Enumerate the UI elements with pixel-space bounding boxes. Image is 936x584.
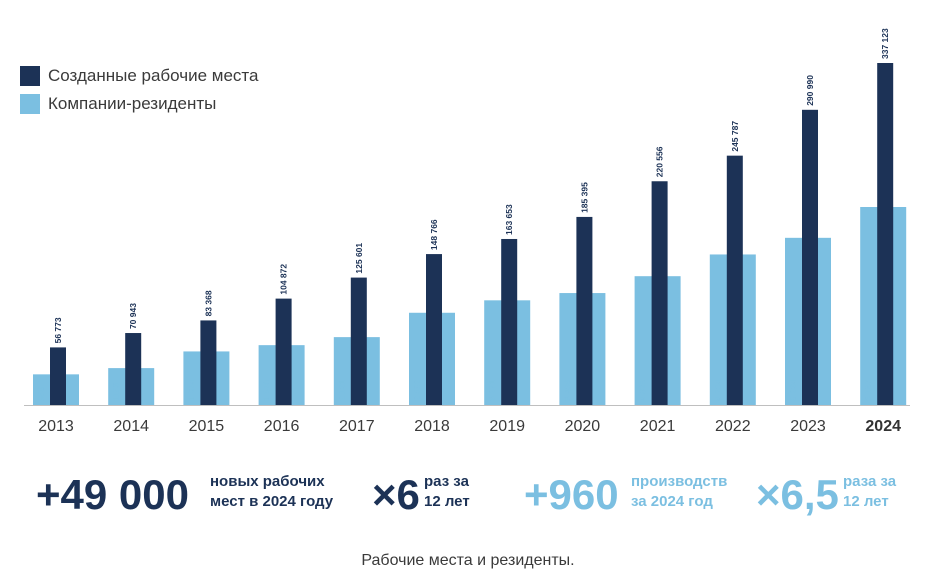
stat-jobs-text-1: новых рабочих xyxy=(210,473,325,490)
data-label-jobs: 290 990 xyxy=(805,75,815,106)
data-label-jobs: 70 943 xyxy=(128,303,138,329)
x-tick-label: 2017 xyxy=(339,418,375,435)
stat-jobs-mult-text-1: раз за xyxy=(424,473,469,490)
bar-jobs xyxy=(802,109,818,405)
x-tick-label: 2023 xyxy=(790,418,826,435)
x-tick-label: 2013 xyxy=(38,418,74,435)
x-tick-label: 2024 xyxy=(865,418,901,435)
chart-caption: Рабочие места и резиденты. xyxy=(361,552,575,569)
data-label-residents: 6 187 xyxy=(863,379,873,401)
stats-row: +49 000 новых рабочих мест в 2024 году ×… xyxy=(0,462,936,532)
data-label-jobs: 337 123 xyxy=(880,28,890,59)
legend-item-residents: Компании-резиденты xyxy=(20,90,258,118)
legend-item-jobs: Созданные рабочие места xyxy=(20,62,258,90)
legend-label-jobs: Созданные рабочие места xyxy=(48,66,259,85)
bar-jobs xyxy=(426,254,442,405)
legend-label-residents: Компании-резиденты xyxy=(48,94,217,113)
x-tick-label: 2022 xyxy=(715,418,751,435)
stat-prod-number: +960 xyxy=(524,471,619,518)
stat-jobs-mult-text-2: 12 лет xyxy=(424,493,470,510)
bar-jobs xyxy=(275,298,292,405)
bar-jobs xyxy=(501,238,518,405)
bar-jobs xyxy=(200,320,217,405)
bar-jobs xyxy=(50,347,66,405)
chart-legend: Созданные рабочие места Компании-резиден… xyxy=(20,62,258,118)
data-label-residents: 3 498 xyxy=(562,379,572,401)
legend-swatch-residents xyxy=(20,94,40,114)
stat-jobs-number: +49 000 xyxy=(36,471,189,518)
data-label-jobs: 56 773 xyxy=(53,317,63,343)
stat-prod-multiplier: ×6,5 xyxy=(756,471,839,518)
x-tick-label: 2015 xyxy=(189,418,225,435)
data-label-residents: 1153 xyxy=(111,382,121,401)
bar-jobs xyxy=(877,63,894,405)
stat-jobs-text-2: мест в 2024 году xyxy=(210,493,334,510)
data-label-jobs: 83 368 xyxy=(203,290,213,316)
bar-jobs xyxy=(350,277,367,405)
data-label-jobs: 185 395 xyxy=(579,182,589,213)
stat-jobs-multiplier: ×6 xyxy=(372,471,420,518)
x-tick-label: 2018 xyxy=(414,418,450,435)
bar-jobs xyxy=(125,333,142,405)
x-tick-label: 2019 xyxy=(489,418,525,435)
x-tick-label: 2021 xyxy=(640,418,676,435)
data-label-residents: 2 121 xyxy=(337,379,347,401)
data-label-jobs: 104 872 xyxy=(279,264,289,295)
stat-prod-text-1: производств xyxy=(631,473,728,490)
legend-swatch-jobs xyxy=(20,66,40,86)
data-label-residents: 3 271 xyxy=(487,379,497,401)
data-label-residents: 1 870 xyxy=(262,379,272,401)
data-label-jobs: 245 787 xyxy=(730,121,740,152)
data-label-residents: 4 025 xyxy=(638,379,648,401)
data-label-jobs: 125 601 xyxy=(354,243,364,274)
bar-jobs xyxy=(651,181,668,405)
bar-jobs xyxy=(726,155,743,405)
x-tick-label: 2014 xyxy=(113,418,149,435)
bar-jobs xyxy=(576,216,593,405)
stat-prod-text-2: за 2024 год xyxy=(631,493,713,510)
bar-chart: 56 773 958 2013 70 943 1153 2014 83 368 1 674 20… xyxy=(24,28,910,435)
stat-prod-mult-text-2: 12 лет xyxy=(843,493,889,510)
data-label-jobs: 148 766 xyxy=(429,219,439,250)
stat-prod-mult-text-1: раза за xyxy=(843,473,897,490)
data-label-jobs: 220 556 xyxy=(655,146,665,177)
x-tick-label: 2016 xyxy=(264,418,300,435)
x-tick-label: 2020 xyxy=(565,418,601,435)
data-label-residents: 2 882 xyxy=(412,379,422,401)
data-label-residents: 1 674 xyxy=(186,379,196,401)
data-label-residents: 958 xyxy=(36,387,46,401)
data-label-jobs: 163 653 xyxy=(504,204,514,235)
data-label-residents: 4 704 xyxy=(713,379,723,401)
data-label-residents: 5 224 xyxy=(788,379,798,401)
